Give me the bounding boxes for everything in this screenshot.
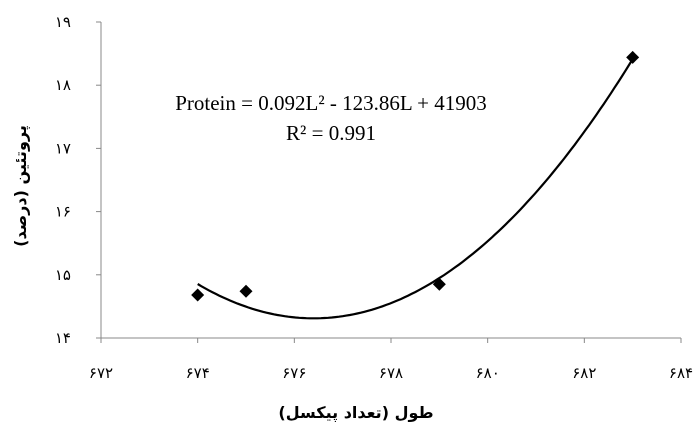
x-tick-label: ۶۷۲ — [89, 364, 113, 382]
y-tick-label: ۱۹ — [55, 13, 71, 31]
x-tick-label: ۶۸۴ — [669, 364, 693, 382]
x-tick-label: ۶۸۰ — [476, 364, 500, 382]
y-tick-label: ۱۶ — [55, 203, 71, 221]
trendline-equation: Protein = 0.092L² - 123.86L + 41903 — [175, 91, 487, 115]
y-axis-title: پروتئین (درصد) — [11, 125, 31, 247]
x-tick-label: ۶۷۸ — [379, 364, 403, 382]
chart-axes — [96, 21, 682, 343]
y-tick-label: ۱۸ — [55, 76, 71, 94]
x-axis-title: طول (تعداد پیکسل) — [278, 403, 433, 423]
data-point-marker — [191, 288, 205, 302]
x-tick-labels: ۶۷۲ ۶۷۴ ۶۷۶ ۶۷۸ ۶۸۰ ۶۸۲ ۶۸۴ — [89, 364, 693, 382]
x-tick-label: ۶۷۶ — [282, 364, 306, 382]
y-tick-label: ۱۴ — [55, 329, 71, 347]
y-tick-label: ۱۵ — [55, 266, 71, 284]
trendline — [197, 58, 634, 320]
data-point-marker — [239, 284, 253, 298]
r-squared: R² = 0.991 — [286, 121, 376, 145]
y-tick-labels: ۱۴ ۱۵ ۱۶ ۱۷ ۱۸ ۱۹ — [55, 13, 71, 347]
x-tick-label: ۶۸۲ — [572, 364, 596, 382]
data-point-marker — [626, 50, 640, 64]
x-tick-label: ۶۷۴ — [186, 364, 210, 382]
data-points — [191, 50, 640, 302]
data-point-marker — [432, 277, 446, 291]
y-tick-label: ۱۷ — [55, 139, 71, 157]
